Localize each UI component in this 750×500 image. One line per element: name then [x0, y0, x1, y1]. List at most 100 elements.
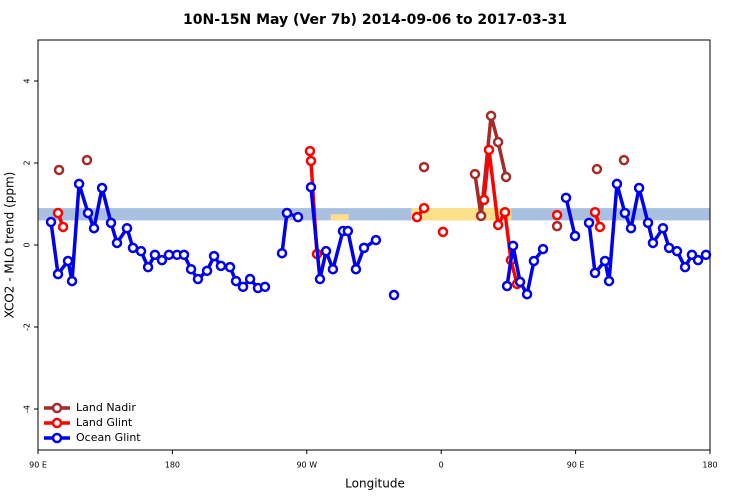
legend-label: Land Nadir	[76, 401, 136, 414]
data-point	[66, 275, 78, 287]
x-tick-label: 90 W	[296, 461, 317, 470]
y-tick-label: 4	[23, 78, 32, 83]
data-point	[528, 255, 540, 267]
data-point	[418, 161, 430, 173]
data-point	[215, 260, 227, 272]
data-point	[327, 263, 339, 275]
data-point	[589, 206, 601, 218]
y-tick-label: 0	[23, 242, 32, 247]
data-point	[594, 221, 606, 233]
data-point	[237, 281, 249, 293]
data-point	[208, 250, 220, 262]
data-point	[53, 164, 65, 176]
data-point	[135, 245, 147, 257]
data-point	[52, 268, 64, 280]
chart-title: 10N-15N May (Ver 7b) 2014-09-06 to 2017-…	[183, 12, 567, 28]
data-point	[551, 209, 563, 221]
data-point	[483, 144, 495, 156]
data-point	[657, 222, 669, 234]
data-point	[105, 217, 117, 229]
data-point	[569, 230, 581, 242]
legend-label: Land Glint	[76, 416, 133, 429]
data-point	[671, 245, 683, 257]
y-tick-label: 2	[23, 160, 32, 165]
data-point	[500, 171, 512, 183]
data-point	[52, 207, 64, 219]
data-point	[692, 254, 704, 266]
highlight-band	[330, 214, 349, 221]
data-point	[305, 155, 317, 167]
data-point	[599, 255, 611, 267]
data-point	[201, 265, 213, 277]
x-tick-label: 90 E	[567, 461, 585, 470]
data-point	[418, 202, 430, 214]
data-point	[62, 255, 74, 267]
data-point	[514, 276, 526, 288]
data-point	[370, 234, 382, 246]
data-point	[501, 280, 513, 292]
data-point	[551, 220, 563, 232]
y-axis-label: XCO2 - MLO trend (ppm)	[3, 172, 17, 319]
data-point	[305, 181, 317, 193]
legend-marker	[51, 402, 63, 414]
data-point	[647, 237, 659, 249]
data-point	[82, 207, 94, 219]
data-point	[686, 249, 698, 261]
x-tick-label: 90 E	[29, 461, 47, 470]
data-point	[492, 219, 504, 231]
data-point	[611, 178, 623, 190]
data-point	[492, 136, 504, 148]
data-point	[591, 163, 603, 175]
y-tick-label: -4	[23, 405, 32, 413]
data-point	[304, 145, 316, 157]
data-point	[73, 178, 85, 190]
data-point	[619, 207, 631, 219]
x-tick-label: 180	[702, 461, 717, 470]
data-point	[96, 182, 108, 194]
data-point	[478, 194, 490, 206]
data-point	[292, 211, 304, 223]
data-point	[156, 254, 168, 266]
data-point	[244, 273, 256, 285]
data-point	[469, 168, 481, 180]
data-point	[633, 182, 645, 194]
data-point	[121, 222, 133, 234]
legend-label: Ocean Glint	[76, 431, 141, 444]
data-point	[230, 275, 242, 287]
data-point	[358, 242, 370, 254]
data-point	[342, 225, 354, 237]
data-point	[700, 249, 712, 261]
y-tick-label: -2	[23, 323, 32, 331]
x-tick-label: 0	[439, 461, 444, 470]
reference-band	[38, 208, 710, 221]
data-point	[537, 243, 549, 255]
data-point	[45, 216, 57, 228]
data-point	[679, 261, 691, 273]
data-point	[475, 210, 487, 222]
data-point	[625, 222, 637, 234]
data-point	[276, 247, 288, 259]
data-point	[149, 249, 161, 261]
data-point	[485, 110, 497, 122]
data-point	[437, 226, 449, 238]
data-point	[618, 154, 630, 166]
data-point	[560, 192, 572, 204]
legend-marker	[51, 432, 63, 444]
data-point	[259, 281, 271, 293]
data-point	[81, 154, 93, 166]
data-point	[163, 249, 175, 261]
legend-marker	[51, 417, 63, 429]
data-point	[314, 273, 326, 285]
data-point	[111, 237, 123, 249]
data-point	[178, 249, 190, 261]
data-point	[142, 261, 154, 273]
data-point	[388, 289, 400, 301]
data-point	[185, 263, 197, 275]
data-point	[499, 206, 511, 218]
data-point	[281, 207, 293, 219]
x-tick-label: 180	[165, 461, 180, 470]
data-point	[320, 245, 332, 257]
data-point	[603, 275, 615, 287]
data-point	[127, 242, 139, 254]
